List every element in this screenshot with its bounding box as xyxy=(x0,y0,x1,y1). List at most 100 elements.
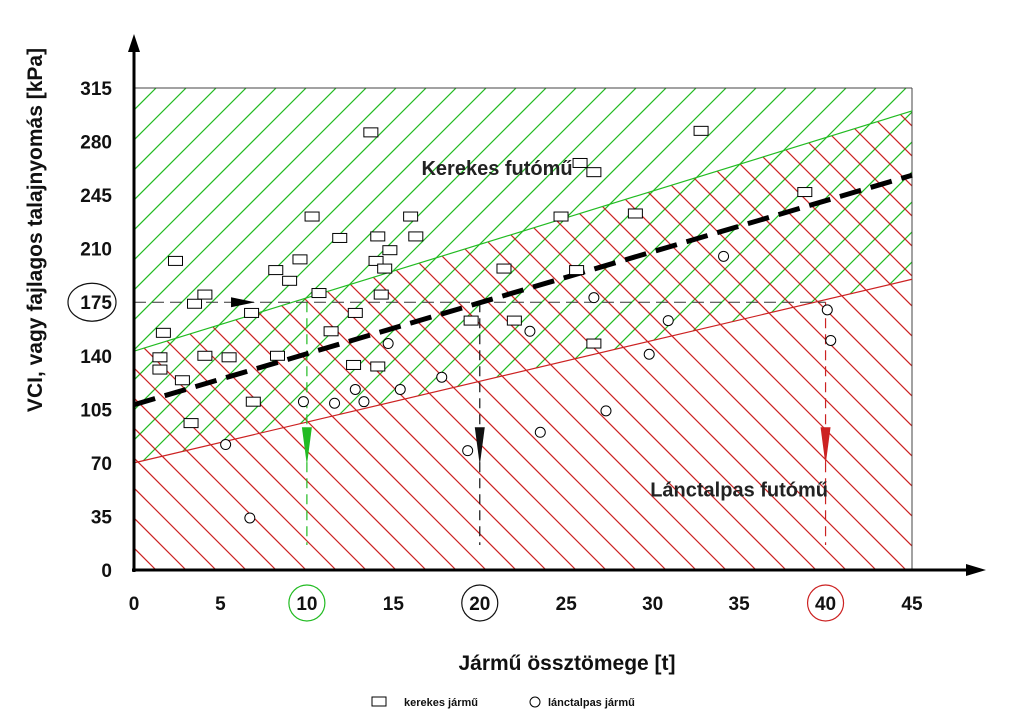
data-point-wheeled xyxy=(403,211,419,222)
x-tick-label: 30 xyxy=(642,594,663,615)
data-point-tracked xyxy=(394,383,406,395)
x-tick-label: 20 xyxy=(469,594,490,615)
hatch-line xyxy=(273,88,775,463)
data-point-wheeled xyxy=(586,338,602,349)
hatch-line xyxy=(483,88,912,463)
hatch-line xyxy=(134,110,445,570)
data-point-wheeled xyxy=(347,307,363,318)
data-point-wheeled xyxy=(363,127,379,138)
hatch-line xyxy=(363,88,865,463)
vertical-marker-arrow-icon xyxy=(301,427,312,466)
trend-line-path xyxy=(133,172,913,408)
hatch-line xyxy=(134,88,565,463)
data-point-wheeled xyxy=(693,125,709,136)
x-tick-highlight-circle xyxy=(806,584,845,622)
data-point-tracked xyxy=(329,397,341,409)
hatch-line xyxy=(903,88,912,463)
hatch-line xyxy=(134,88,325,463)
hatch-line xyxy=(134,110,505,570)
hatch-line xyxy=(134,88,355,463)
data-point-tracked xyxy=(600,405,612,417)
data-point-wheeled xyxy=(152,352,168,363)
hatch-line xyxy=(134,110,475,570)
y-axis-arrow-icon xyxy=(128,34,140,52)
hatch-line xyxy=(0,88,24,588)
region-hatching xyxy=(0,70,1024,588)
trend-line xyxy=(133,172,913,408)
data-point-tracked xyxy=(534,426,546,438)
hatch-line xyxy=(134,110,535,570)
x-tick-label: 0 xyxy=(129,594,140,615)
hatch-line xyxy=(134,88,475,463)
hatch-line xyxy=(134,88,385,463)
region-boundaries xyxy=(133,87,913,570)
vertical-marker-arrow-icon xyxy=(820,427,831,466)
data-point-wheeled xyxy=(152,364,168,375)
hatch-line xyxy=(134,110,295,570)
hatch-line xyxy=(134,88,145,463)
y-tick-label: 315 xyxy=(80,79,112,100)
hatch-line xyxy=(134,88,445,463)
hatch-line xyxy=(333,88,835,463)
data-point-wheeled xyxy=(187,298,203,309)
data-point-wheeled xyxy=(282,275,298,286)
hatch-line xyxy=(134,88,595,463)
data-point-tracked xyxy=(524,325,536,337)
data-point-wheeled xyxy=(569,265,585,276)
data-point-wheeled xyxy=(463,315,479,326)
hatch-line xyxy=(134,110,145,570)
data-point-tracked xyxy=(244,512,256,524)
data-points xyxy=(152,125,837,524)
x-axis-arrow-icon xyxy=(966,564,986,576)
hatch-line xyxy=(843,110,912,570)
data-point-wheeled xyxy=(586,167,602,178)
y-tick-label: 35 xyxy=(91,507,113,528)
lower-boundary-line xyxy=(133,278,913,464)
data-point-wheeled xyxy=(572,157,588,168)
data-point-wheeled xyxy=(197,350,213,361)
data-point-wheeled xyxy=(245,396,261,407)
region-label-wheeled: Kerekes futómű xyxy=(421,158,572,180)
x-tick-label: 25 xyxy=(556,594,578,615)
hatch-line xyxy=(513,110,912,570)
data-point-wheeled xyxy=(346,359,362,370)
hatch-line xyxy=(423,88,912,463)
data-point-wheeled xyxy=(377,263,393,274)
hatch-line xyxy=(753,110,912,570)
data-point-wheeled xyxy=(553,211,569,222)
hatch-line xyxy=(603,110,912,570)
x-tick-label: 15 xyxy=(383,594,405,615)
data-point-wheeled xyxy=(244,307,260,318)
hatch-line xyxy=(153,88,655,463)
y-tick-label: 210 xyxy=(80,240,112,261)
hatch-line xyxy=(243,88,745,463)
data-point-wheeled xyxy=(268,265,284,276)
y-tick-label: 140 xyxy=(80,347,112,368)
hatch-line xyxy=(134,110,325,570)
hatch-line xyxy=(663,110,912,570)
hatch-line xyxy=(134,110,235,570)
hatch-line xyxy=(723,110,912,570)
reference-arrow-icon xyxy=(231,297,256,308)
data-point-wheeled xyxy=(323,326,339,337)
data-point-wheeled xyxy=(167,255,183,266)
vertical-marker-arrow-icon xyxy=(474,427,485,466)
legend: kerekes jármű lánctalpas jármű xyxy=(371,696,635,709)
hatch-line xyxy=(934,70,1024,570)
legend-item-wheeled: kerekes jármű xyxy=(404,697,478,709)
data-point-tracked xyxy=(220,439,232,451)
data-point-wheeled xyxy=(292,254,308,265)
data-point-tracked xyxy=(588,292,600,304)
x-tick-label: 5 xyxy=(215,594,226,615)
data-point-tracked xyxy=(297,396,309,408)
tick-labels: 0 5 10 15 20 25 30 35 40 45 0 35 70 105 140 175 210 245 28… xyxy=(67,79,923,622)
y-tick-label: 280 xyxy=(80,133,112,154)
hatch-line xyxy=(693,110,912,570)
y-axis-label: VCI, vagy fajlagos talajnyomás [kPa] xyxy=(24,48,47,412)
hatch-line xyxy=(964,70,1024,570)
hatch-line xyxy=(303,88,805,463)
hatch-line xyxy=(393,88,895,463)
data-point-tracked xyxy=(825,334,837,346)
hatch-line xyxy=(134,88,295,463)
